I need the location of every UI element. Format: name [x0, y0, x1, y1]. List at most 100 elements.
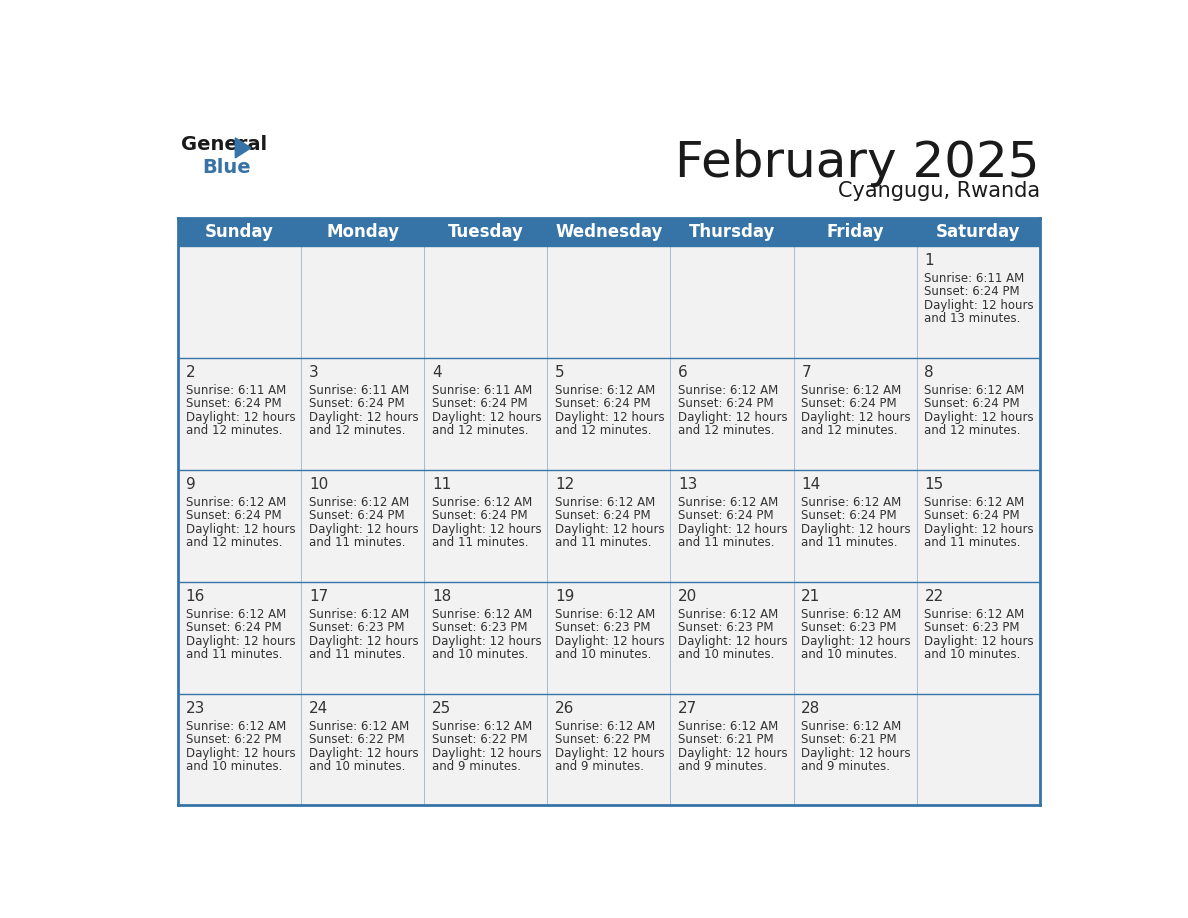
Text: 19: 19	[555, 589, 575, 604]
Text: Sunset: 6:24 PM: Sunset: 6:24 PM	[185, 509, 282, 522]
Text: Sunset: 6:24 PM: Sunset: 6:24 PM	[309, 397, 404, 410]
Text: and 10 minutes.: and 10 minutes.	[678, 648, 775, 661]
Text: Daylight: 12 hours: Daylight: 12 hours	[309, 634, 418, 648]
Text: Daylight: 12 hours: Daylight: 12 hours	[678, 634, 788, 648]
Text: and 11 minutes.: and 11 minutes.	[678, 536, 775, 549]
Text: 14: 14	[801, 477, 821, 492]
Text: Daylight: 12 hours: Daylight: 12 hours	[555, 746, 664, 759]
Text: Sunrise: 6:11 AM: Sunrise: 6:11 AM	[309, 384, 409, 397]
Text: Sunset: 6:23 PM: Sunset: 6:23 PM	[309, 621, 404, 634]
Text: Sunset: 6:23 PM: Sunset: 6:23 PM	[555, 621, 651, 634]
Text: 12: 12	[555, 477, 574, 492]
Text: and 12 minutes.: and 12 minutes.	[185, 424, 283, 437]
Text: Daylight: 12 hours: Daylight: 12 hours	[555, 410, 664, 424]
Text: Sunrise: 6:12 AM: Sunrise: 6:12 AM	[432, 496, 532, 509]
Text: Daylight: 12 hours: Daylight: 12 hours	[185, 522, 296, 536]
Text: Tuesday: Tuesday	[448, 223, 524, 241]
Text: Daylight: 12 hours: Daylight: 12 hours	[432, 634, 542, 648]
Text: Sunday: Sunday	[206, 223, 274, 241]
Text: Daylight: 12 hours: Daylight: 12 hours	[678, 522, 788, 536]
Text: Sunrise: 6:12 AM: Sunrise: 6:12 AM	[924, 384, 1024, 397]
Text: 13: 13	[678, 477, 697, 492]
Text: 4: 4	[432, 365, 442, 380]
Text: 15: 15	[924, 477, 943, 492]
Text: Sunrise: 6:12 AM: Sunrise: 6:12 AM	[309, 608, 409, 621]
Text: Friday: Friday	[827, 223, 884, 241]
Text: Sunrise: 6:12 AM: Sunrise: 6:12 AM	[185, 496, 286, 509]
Text: Sunrise: 6:12 AM: Sunrise: 6:12 AM	[801, 384, 902, 397]
Text: Sunrise: 6:12 AM: Sunrise: 6:12 AM	[678, 384, 778, 397]
Text: Daylight: 12 hours: Daylight: 12 hours	[924, 299, 1034, 312]
Text: Sunset: 6:23 PM: Sunset: 6:23 PM	[924, 621, 1019, 634]
Text: and 11 minutes.: and 11 minutes.	[801, 536, 898, 549]
Text: Sunset: 6:22 PM: Sunset: 6:22 PM	[555, 733, 651, 746]
Text: Daylight: 12 hours: Daylight: 12 hours	[924, 634, 1034, 648]
Text: Sunset: 6:21 PM: Sunset: 6:21 PM	[801, 733, 897, 746]
Text: and 12 minutes.: and 12 minutes.	[555, 424, 651, 437]
Text: 8: 8	[924, 365, 934, 380]
Text: Sunrise: 6:12 AM: Sunrise: 6:12 AM	[801, 720, 902, 733]
Text: Sunset: 6:24 PM: Sunset: 6:24 PM	[924, 509, 1020, 522]
Text: Sunset: 6:23 PM: Sunset: 6:23 PM	[678, 621, 773, 634]
Text: and 11 minutes.: and 11 minutes.	[924, 536, 1020, 549]
Text: Daylight: 12 hours: Daylight: 12 hours	[432, 522, 542, 536]
Text: Sunset: 6:21 PM: Sunset: 6:21 PM	[678, 733, 773, 746]
Text: Daylight: 12 hours: Daylight: 12 hours	[678, 410, 788, 424]
Text: Daylight: 12 hours: Daylight: 12 hours	[801, 746, 911, 759]
Text: Sunset: 6:22 PM: Sunset: 6:22 PM	[309, 733, 404, 746]
Text: and 10 minutes.: and 10 minutes.	[555, 648, 651, 661]
Text: Sunrise: 6:12 AM: Sunrise: 6:12 AM	[801, 496, 902, 509]
Text: and 9 minutes.: and 9 minutes.	[555, 760, 644, 773]
Text: February 2025: February 2025	[675, 140, 1040, 187]
Text: Daylight: 12 hours: Daylight: 12 hours	[801, 410, 911, 424]
Text: and 12 minutes.: and 12 minutes.	[678, 424, 775, 437]
Text: and 10 minutes.: and 10 minutes.	[185, 760, 282, 773]
Text: Daylight: 12 hours: Daylight: 12 hours	[801, 634, 911, 648]
Text: Sunset: 6:24 PM: Sunset: 6:24 PM	[309, 509, 404, 522]
Text: Daylight: 12 hours: Daylight: 12 hours	[924, 522, 1034, 536]
Text: 6: 6	[678, 365, 688, 380]
Text: Daylight: 12 hours: Daylight: 12 hours	[924, 410, 1034, 424]
Text: 27: 27	[678, 701, 697, 716]
Text: Sunset: 6:24 PM: Sunset: 6:24 PM	[432, 509, 527, 522]
Text: 2: 2	[185, 365, 195, 380]
Text: Thursday: Thursday	[689, 223, 775, 241]
Text: Sunrise: 6:12 AM: Sunrise: 6:12 AM	[678, 608, 778, 621]
Text: Sunrise: 6:12 AM: Sunrise: 6:12 AM	[555, 720, 656, 733]
Text: Daylight: 12 hours: Daylight: 12 hours	[432, 746, 542, 759]
Text: Sunrise: 6:12 AM: Sunrise: 6:12 AM	[924, 608, 1024, 621]
Text: and 11 minutes.: and 11 minutes.	[555, 536, 651, 549]
Text: 22: 22	[924, 589, 943, 604]
Text: Sunset: 6:22 PM: Sunset: 6:22 PM	[185, 733, 282, 746]
Text: Sunrise: 6:12 AM: Sunrise: 6:12 AM	[432, 608, 532, 621]
Text: and 10 minutes.: and 10 minutes.	[309, 760, 405, 773]
Text: Daylight: 12 hours: Daylight: 12 hours	[185, 746, 296, 759]
Text: Sunrise: 6:12 AM: Sunrise: 6:12 AM	[432, 720, 532, 733]
Text: Sunset: 6:24 PM: Sunset: 6:24 PM	[555, 509, 651, 522]
Text: Sunrise: 6:12 AM: Sunrise: 6:12 AM	[185, 720, 286, 733]
Text: Sunset: 6:24 PM: Sunset: 6:24 PM	[185, 397, 282, 410]
Text: Sunrise: 6:12 AM: Sunrise: 6:12 AM	[801, 608, 902, 621]
Text: 7: 7	[801, 365, 811, 380]
Text: and 10 minutes.: and 10 minutes.	[924, 648, 1020, 661]
Text: 25: 25	[432, 701, 451, 716]
Text: 21: 21	[801, 589, 821, 604]
Text: and 9 minutes.: and 9 minutes.	[432, 760, 520, 773]
Text: Sunset: 6:24 PM: Sunset: 6:24 PM	[432, 397, 527, 410]
Text: Daylight: 12 hours: Daylight: 12 hours	[801, 522, 911, 536]
Text: 18: 18	[432, 589, 451, 604]
Text: Sunrise: 6:12 AM: Sunrise: 6:12 AM	[555, 384, 656, 397]
Text: Sunset: 6:24 PM: Sunset: 6:24 PM	[924, 397, 1020, 410]
Polygon shape	[235, 138, 251, 158]
Text: Sunset: 6:24 PM: Sunset: 6:24 PM	[678, 397, 773, 410]
Text: Sunrise: 6:12 AM: Sunrise: 6:12 AM	[309, 496, 409, 509]
Text: Sunrise: 6:12 AM: Sunrise: 6:12 AM	[555, 608, 656, 621]
Text: Daylight: 12 hours: Daylight: 12 hours	[185, 634, 296, 648]
Bar	[178, 218, 1040, 246]
Text: 16: 16	[185, 589, 206, 604]
Text: Cyangugu, Rwanda: Cyangugu, Rwanda	[838, 181, 1040, 201]
Text: and 9 minutes.: and 9 minutes.	[801, 760, 890, 773]
Text: and 12 minutes.: and 12 minutes.	[432, 424, 529, 437]
Bar	[178, 246, 1040, 805]
Text: 20: 20	[678, 589, 697, 604]
